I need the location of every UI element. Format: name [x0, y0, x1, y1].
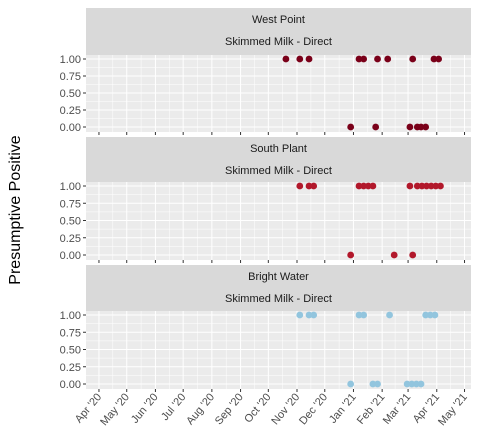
- y-tick-label: 1.00: [60, 181, 81, 193]
- y-tick-label: 0.50: [60, 216, 81, 228]
- x-tick-label: Dec '20: [297, 391, 330, 427]
- y-axis-label: Presumptive Positive: [7, 135, 24, 284]
- facet-panel: Bright Water Skimmed Milk - Direct 1.00 0.7…: [60, 265, 471, 392]
- x-tick-label: May '21: [436, 391, 470, 428]
- data-point: [374, 55, 381, 63]
- data-point: [384, 55, 392, 63]
- x-tick-label: May '20: [98, 391, 132, 428]
- facet-strip: [86, 8, 471, 55]
- data-point: [369, 182, 377, 190]
- x-tick-label: Jun '20: [129, 391, 161, 426]
- facet-method-label: Skimmed Milk - Direct: [225, 165, 332, 177]
- facet-method-label: Skimmed Milk - Direct: [225, 36, 332, 48]
- data-point: [296, 55, 304, 63]
- data-point: [417, 380, 425, 388]
- data-point: [409, 251, 417, 259]
- y-tick-label: 0.75: [60, 198, 81, 210]
- data-point: [437, 182, 444, 190]
- data-point: [372, 123, 380, 131]
- data-point: [305, 55, 313, 63]
- x-tick-label: Jan '21: [327, 391, 359, 426]
- facet-panels: West Point Skimmed Milk - Direct 1.00 0.75 0…: [60, 8, 471, 392]
- data-point: [409, 55, 417, 63]
- data-point: [374, 380, 381, 388]
- facet-method-label: Skimmed Milk - Direct: [225, 293, 332, 305]
- facet-strip: [86, 265, 471, 311]
- y-tick-label: 0.00: [60, 122, 81, 134]
- y-tick-label: 0.00: [60, 250, 81, 262]
- data-point: [296, 182, 304, 190]
- facet-panel: West Point Skimmed Milk - Direct 1.00 0.75 0…: [60, 8, 471, 135]
- y-tick-label: 0.25: [60, 105, 81, 117]
- data-point: [347, 380, 355, 388]
- data-point: [310, 311, 318, 319]
- facet-site-label: South Plant: [250, 143, 307, 155]
- y-tick-label: 0.50: [60, 88, 81, 100]
- y-tick-label: 1.00: [60, 310, 81, 322]
- data-point: [360, 55, 368, 63]
- y-tick-label: 0.75: [60, 327, 81, 339]
- data-point: [406, 182, 414, 190]
- data-point: [310, 182, 318, 190]
- data-point: [360, 311, 368, 319]
- x-tick-label: Sep '20: [213, 391, 246, 427]
- y-tick-label: 1.00: [60, 54, 81, 66]
- y-tick-label: 0.25: [60, 362, 81, 374]
- facet-site-label: West Point: [252, 14, 305, 26]
- data-point: [347, 123, 355, 131]
- data-point: [435, 55, 443, 63]
- data-point: [431, 311, 439, 319]
- y-tick-label: 0.25: [60, 233, 81, 245]
- facet-panel: South Plant Skimmed Milk - Direct 1.00 0.75…: [60, 137, 471, 263]
- data-point: [296, 311, 304, 319]
- facet-strip: [86, 137, 471, 182]
- x-tick-label: Aug '20: [184, 391, 217, 427]
- data-point: [390, 251, 398, 259]
- data-point: [282, 55, 290, 63]
- data-point: [406, 123, 414, 131]
- data-point: [386, 311, 393, 319]
- facet-site-label: Bright Water: [248, 271, 309, 283]
- data-point: [347, 251, 355, 259]
- y-tick-label: 0.00: [60, 379, 81, 391]
- x-tick-label: Mar '21: [381, 391, 414, 427]
- x-tick-label: Nov '20: [269, 391, 302, 427]
- y-tick-label: 0.50: [60, 345, 81, 357]
- y-tick-label: 0.75: [60, 71, 81, 83]
- data-point: [422, 123, 430, 131]
